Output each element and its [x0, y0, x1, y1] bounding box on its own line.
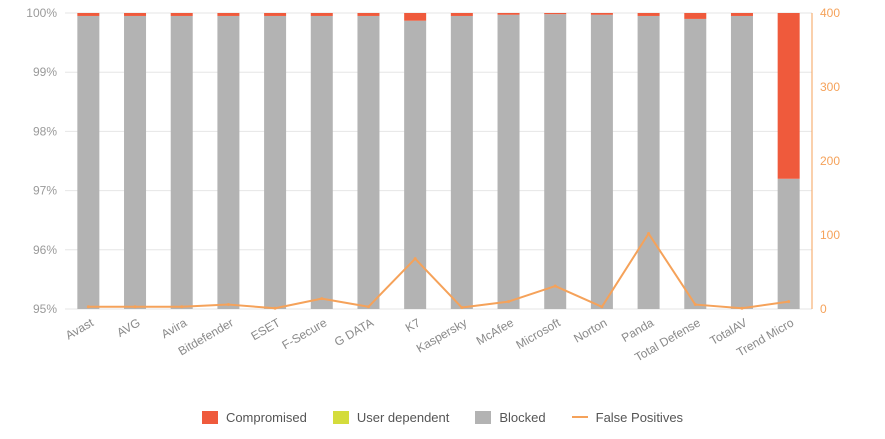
y-tick-label-left: 96%: [33, 243, 57, 257]
false-positives-point: [740, 306, 744, 310]
x-tick-label: Kaspersky: [414, 315, 470, 355]
legend-label: User dependent: [356, 409, 450, 425]
legend-item-user-dependent[interactable]: User dependent: [332, 409, 450, 425]
x-tick-label: Norton: [571, 315, 609, 345]
bar-blocked: [777, 178, 800, 309]
bar-compromised: [590, 13, 613, 15]
false-positives-point: [320, 297, 324, 301]
x-tick-label: G DATA: [332, 315, 376, 349]
y-tick-label-left: 100%: [26, 6, 57, 20]
bar-compromised: [310, 13, 333, 16]
bar-compromised: [450, 13, 473, 16]
false-positives-point: [460, 306, 464, 310]
legend-swatch: [475, 410, 492, 424]
bar-compromised: [497, 13, 520, 15]
bar-blocked: [404, 20, 427, 310]
y-tick-label-left: 95%: [33, 302, 57, 316]
bar-compromised: [637, 13, 660, 16]
y-tick-label-right: 0: [820, 302, 827, 316]
false-positives-point: [273, 306, 277, 310]
false-positives-point: [647, 232, 651, 236]
x-tick-label: McAfee: [474, 315, 517, 348]
legend-label: Blocked: [499, 409, 546, 425]
legend-item-compromised[interactable]: Compromised: [201, 409, 307, 425]
bar-compromised: [217, 13, 240, 16]
bar-blocked: [310, 15, 333, 310]
bar-compromised: [77, 13, 100, 16]
legend-item-blocked[interactable]: Blocked: [475, 409, 546, 425]
y-tick-label-left: 98%: [33, 124, 57, 138]
false-positives-point: [413, 257, 417, 261]
false-positives-point: [693, 303, 697, 307]
x-tick-label: F-Secure: [280, 315, 330, 352]
false-positives-point: [86, 305, 90, 309]
y-tick-label-left: 99%: [33, 65, 57, 79]
bar-compromised: [404, 13, 427, 21]
bar-blocked: [590, 14, 613, 309]
stacked-bar-chart: 95% 96% 97% 98% 99% 100% 0 100 200 300 400 Avast AVG…: [26, 6, 840, 364]
x-tick-label: Avast: [63, 315, 96, 342]
bar-blocked: [730, 15, 753, 310]
legend-label: Compromised: [225, 409, 307, 425]
false-positives-line: [88, 232, 789, 310]
false-positives-point: [180, 305, 184, 309]
bar-blocked: [450, 15, 473, 310]
bar-compromised: [357, 13, 380, 16]
bar-compromised: [264, 13, 287, 16]
bar-blocked: [124, 15, 147, 310]
false-positives-point: [507, 300, 511, 304]
y-tick-label-right: 400: [820, 6, 840, 20]
false-positives-point: [600, 305, 604, 309]
legend-label: False Positives: [595, 409, 684, 425]
bar-blocked: [497, 14, 520, 309]
bar-blocked: [357, 15, 380, 310]
false-positives-point: [553, 284, 557, 288]
x-tick-label: Microsoft: [514, 315, 564, 352]
bar-blocked: [170, 15, 193, 310]
x-tick-label: ESET: [248, 315, 283, 343]
bar-compromised: [777, 13, 800, 179]
bar-blocked: [637, 15, 660, 310]
x-tick-label: AVG: [114, 315, 142, 339]
y-tick-label-left: 97%: [33, 184, 57, 198]
x-tick-label: K7: [403, 315, 423, 335]
y-tick-label-right: 100: [820, 228, 840, 242]
bar-blocked: [217, 15, 240, 310]
bar-compromised: [684, 13, 707, 19]
x-tick-label: Avira: [159, 315, 190, 341]
bar-blocked: [77, 15, 100, 310]
bar-blocked: [264, 15, 287, 310]
legend-swatch: [201, 410, 218, 424]
legend-swatch: [332, 410, 349, 424]
legend-item-false-positives[interactable]: False Positives: [571, 409, 684, 425]
false-positives-point: [133, 305, 137, 309]
bar-compromised: [544, 13, 567, 15]
y-tick-label-right: 300: [820, 80, 840, 94]
bar-compromised: [170, 13, 193, 16]
false-positives-point: [366, 305, 370, 309]
bar-blocked: [544, 14, 567, 310]
legend: Compromised User dependent Blocked False Po…: [0, 405, 885, 429]
false-positives-point: [787, 300, 791, 304]
false-positives-point: [226, 303, 230, 307]
y-tick-label-right: 200: [820, 154, 840, 168]
bar-blocked: [684, 18, 707, 309]
bar-compromised: [124, 13, 147, 16]
legend-swatch: [571, 416, 588, 418]
bar-compromised: [730, 13, 753, 16]
